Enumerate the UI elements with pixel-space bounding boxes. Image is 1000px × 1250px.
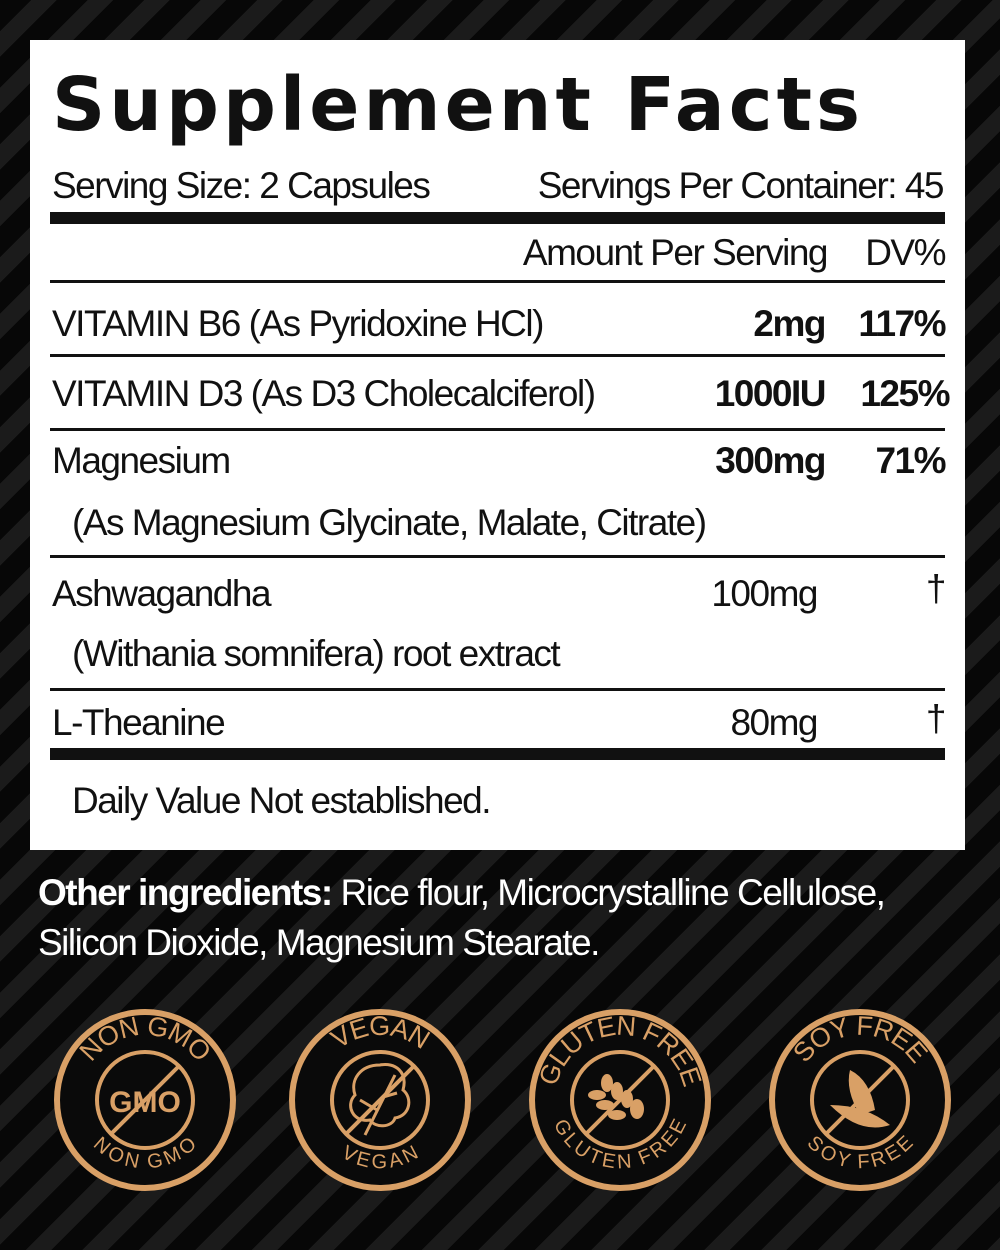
amount-header: Amount Per Serving	[522, 232, 829, 273]
soybean-icon	[830, 1070, 890, 1128]
nutrient-dv: 117%	[858, 303, 946, 344]
wheat-icon	[588, 1074, 644, 1120]
divider	[50, 688, 945, 691]
nutrient-name: L-Theanine	[52, 702, 226, 743]
supplement-facts-panel: Supplement Facts Serving Size: 2 Capsule…	[30, 40, 965, 850]
other-ingredients-label: Other ingredients:	[38, 872, 333, 913]
leaf-icon	[349, 1062, 411, 1136]
divider	[50, 280, 945, 283]
nutrient-source: (As Magnesium Glycinate, Malate, Citrate…	[72, 502, 707, 543]
divider	[50, 212, 945, 224]
nutrient-name: Magnesium	[52, 440, 231, 481]
nutrient-name: Ashwagandha	[52, 573, 272, 614]
nutrient-dv: 71%	[875, 440, 946, 481]
divider	[50, 354, 945, 357]
nutrient-amount: 1000IU	[714, 373, 827, 414]
nutrient-amount: 2mg	[753, 303, 826, 344]
nutrient-name: VITAMIN B6 (As Pyridoxine HCl)	[52, 303, 544, 344]
page-title: Supplement Facts	[52, 62, 865, 148]
nutrient-dv: †	[925, 698, 947, 739]
other-ingredients: Other ingredients: Rice flour, Microcrys…	[38, 868, 963, 968]
svg-text:GMO: GMO	[109, 1086, 181, 1119]
badge-gluten-free: GLUTEN FREE GLUTEN FREE	[529, 1009, 711, 1191]
dv-header: DV%	[865, 232, 946, 273]
other-ingredients-text: Rice flour, Microcrystalline Cellulose, …	[38, 872, 886, 963]
nutrient-amount: 80mg	[730, 702, 818, 743]
serving-size: Serving Size: 2 Capsules	[52, 165, 431, 206]
badge-vegan: VEGAN VEGAN	[289, 1009, 471, 1191]
nutrient-amount: 300mg	[715, 440, 826, 481]
nutrient-dv: 125%	[860, 373, 950, 414]
nutrient-source: (Withania somnifera) root extract	[72, 633, 561, 674]
badge-soy-free: SOY FREE SOY FREE	[769, 1009, 951, 1191]
divider	[50, 748, 945, 760]
divider	[50, 428, 945, 431]
badge-non-gmo: GMO NON GMO NON GMO	[54, 1009, 236, 1191]
nutrient-amount: 100mg	[711, 573, 818, 614]
nutrient-name: VITAMIN D3 (As D3 Cholecalciferol)	[52, 373, 596, 414]
servings-per-container: Servings Per Container: 45	[537, 165, 945, 206]
gmo-text-icon: GMO	[109, 1086, 181, 1119]
nutrient-dv: †	[925, 568, 947, 609]
divider	[50, 555, 945, 558]
footnote: Daily Value Not established.	[72, 780, 492, 821]
